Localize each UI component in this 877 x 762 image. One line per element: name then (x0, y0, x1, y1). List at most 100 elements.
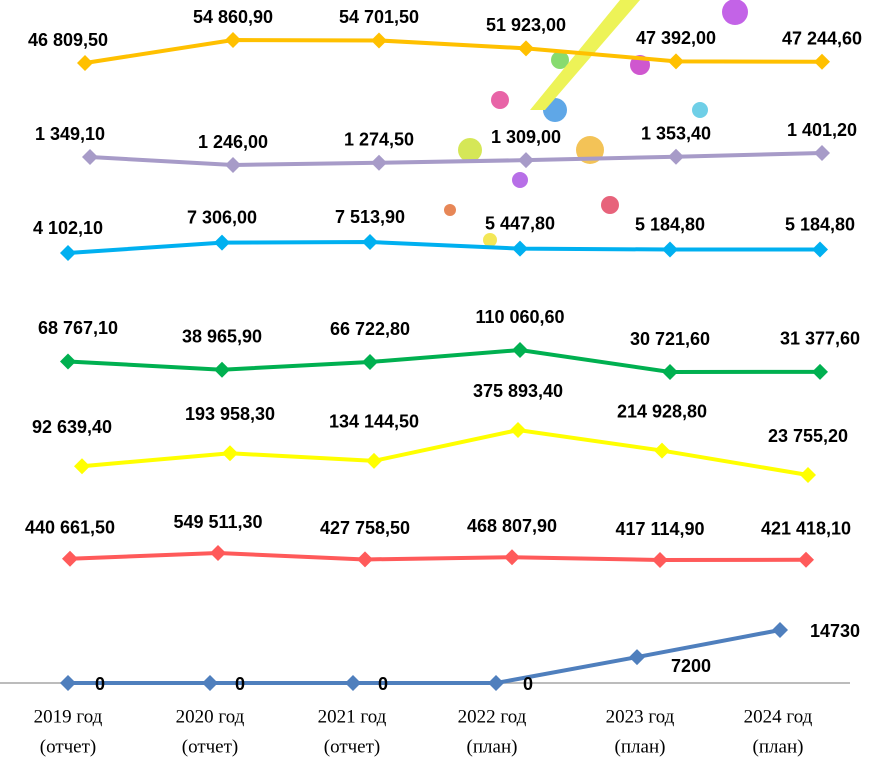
data-label: 468 807,90 (467, 516, 557, 536)
data-label: 54 860,90 (193, 7, 273, 27)
marker (800, 467, 816, 483)
marker (357, 551, 373, 567)
data-label: 193 958,30 (185, 404, 275, 424)
data-label: 47 244,60 (782, 29, 862, 49)
data-label: 421 418,10 (761, 519, 851, 539)
series-line (68, 350, 820, 372)
marker (214, 235, 230, 251)
data-label: 1 246,00 (198, 132, 268, 152)
data-label: 92 639,40 (32, 417, 112, 437)
marker (210, 545, 226, 561)
marker (366, 453, 382, 469)
data-label: 54 701,50 (339, 7, 419, 27)
data-label: 110 060,60 (475, 307, 564, 327)
marker (60, 353, 76, 369)
data-label: 7200 (671, 656, 711, 676)
data-label: 31 377,60 (780, 329, 860, 349)
marker (814, 54, 830, 70)
marker (512, 241, 528, 257)
data-label: 1 353,40 (641, 123, 711, 143)
marker (518, 40, 534, 56)
x-tick-label: (план) (615, 736, 666, 757)
marker (772, 622, 788, 638)
marker (812, 364, 828, 380)
marker (74, 458, 90, 474)
marker (510, 422, 526, 438)
marker (371, 32, 387, 48)
marker (668, 53, 684, 69)
x-tick-label: 2020 год (176, 706, 245, 727)
marker (214, 362, 230, 378)
marker (60, 245, 76, 261)
marker (814, 145, 830, 161)
data-label: 0 (235, 674, 245, 694)
x-tick-label: 2024 год (744, 706, 813, 727)
x-tick-label: (отчет) (182, 736, 239, 757)
marker (225, 32, 241, 48)
marker (82, 149, 98, 165)
x-tick-label: (план) (753, 736, 804, 757)
marker (488, 675, 504, 691)
marker (225, 157, 241, 173)
marker (652, 552, 668, 568)
marker (222, 445, 238, 461)
marker (77, 55, 93, 71)
data-label: 0 (95, 674, 105, 694)
marker (371, 155, 387, 171)
marker (812, 242, 828, 258)
data-label: 1 274,50 (344, 130, 414, 150)
series-line (68, 242, 820, 253)
data-label: 1 401,20 (787, 120, 857, 140)
marker (362, 354, 378, 370)
data-label: 47 392,00 (636, 28, 716, 48)
marker (345, 675, 361, 691)
marker (629, 649, 645, 665)
marker (662, 242, 678, 258)
marker (504, 549, 520, 565)
x-tick-label: (отчет) (40, 736, 97, 757)
data-label: 0 (523, 674, 533, 694)
data-label: 66 722,80 (330, 319, 410, 339)
data-label: 7 306,00 (187, 207, 257, 227)
marker (518, 152, 534, 168)
marker (362, 234, 378, 250)
x-tick-label: (отчет) (324, 736, 381, 757)
data-label: 214 928,80 (617, 401, 707, 421)
data-label: 134 144,50 (329, 412, 419, 432)
marker (60, 675, 76, 691)
data-label: 1 309,00 (491, 127, 561, 147)
data-label: 375 893,40 (473, 381, 563, 401)
data-label: 427 758,50 (320, 518, 410, 538)
x-tick-label: (план) (467, 736, 518, 757)
data-label: 1 349,10 (35, 124, 105, 144)
data-label: 417 114,90 (615, 519, 704, 539)
data-label: 0 (378, 674, 388, 694)
marker (798, 552, 814, 568)
x-tick-label: 2023 год (606, 706, 675, 727)
chart: 2019 год (отчет) 2020 год (отчет) 2021 год (о… (0, 0, 877, 762)
series-line (90, 153, 822, 165)
marker (62, 551, 78, 567)
data-label: 7 513,90 (335, 207, 405, 227)
x-tick-label: 2021 год (318, 706, 387, 727)
data-label: 51 923,00 (486, 15, 566, 35)
marker (662, 364, 678, 380)
data-label: 46 809,50 (28, 30, 108, 50)
series-line (70, 553, 806, 560)
data-label: 549 511,30 (173, 512, 262, 532)
marker (202, 675, 218, 691)
data-label: 440 661,50 (25, 518, 115, 538)
marker (654, 443, 670, 459)
marker (512, 342, 528, 358)
data-label: 30 721,60 (630, 329, 710, 349)
data-label: 5 184,80 (635, 214, 705, 234)
data-label: 68 767,10 (38, 318, 118, 338)
series-line (82, 430, 808, 475)
data-label: 4 102,10 (33, 218, 103, 238)
data-label: 14730 (810, 621, 860, 641)
x-tick-label: 2022 год (458, 706, 527, 727)
data-label: 5 184,80 (785, 214, 855, 234)
x-tick-label: 2019 год (34, 706, 103, 727)
data-label: 38 965,90 (182, 326, 262, 346)
data-label: 5 447,80 (485, 213, 555, 233)
